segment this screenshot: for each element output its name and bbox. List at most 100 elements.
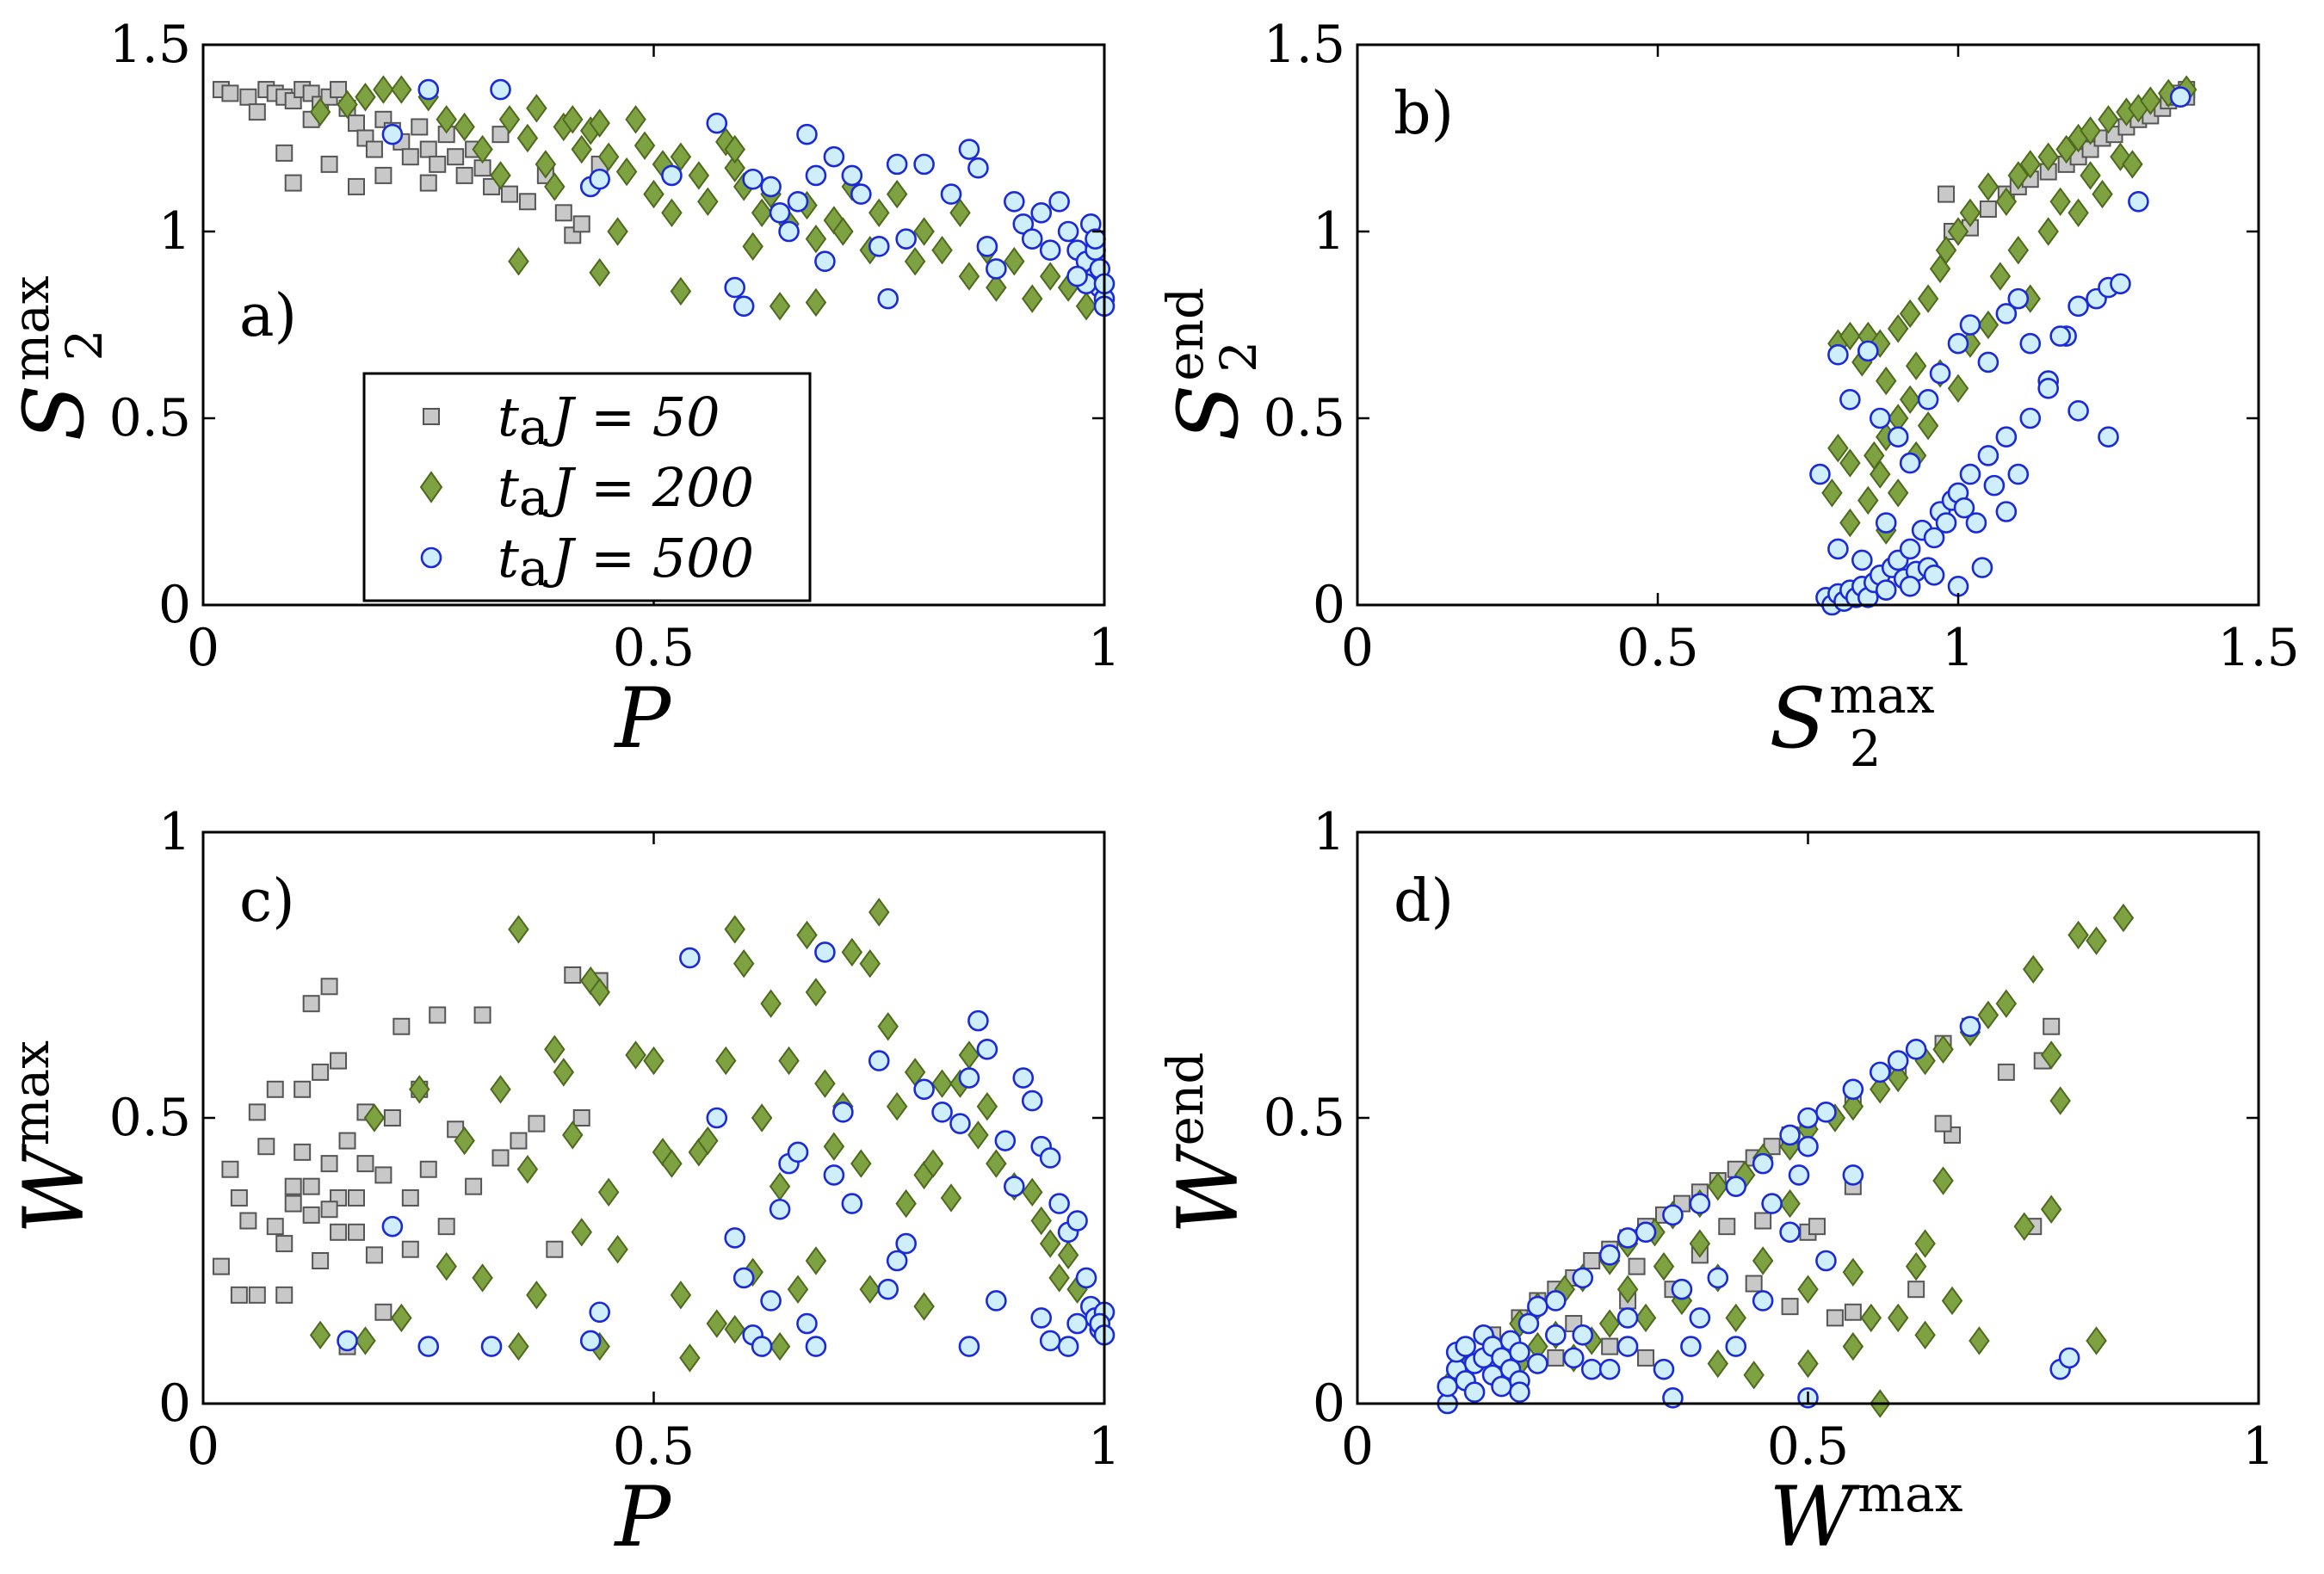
data-point-circle [787, 190, 809, 213]
data-point-circle [958, 1067, 980, 1089]
data-point-circle [1899, 538, 1921, 560]
data-point-square [465, 1177, 483, 1195]
data-point-diamond [2080, 161, 2101, 190]
data-point-diamond [391, 75, 412, 104]
legend-entry-50: taJ = 50 [423, 386, 720, 456]
x-axis-label-sub: 2 [1850, 719, 1882, 778]
data-point-circle [967, 1009, 989, 1032]
data-point-diamond [1779, 1188, 1801, 1219]
data-point-circle [1959, 314, 1981, 336]
data-point-circle [1887, 1050, 1909, 1071]
data-point-circle [1517, 1312, 1540, 1335]
data-point-diamond [1977, 172, 2000, 201]
data-point-diamond [986, 273, 1007, 302]
data-point-circle [958, 1336, 980, 1357]
panel-label: a) [239, 282, 297, 350]
data-point-circle [1815, 1250, 1837, 1272]
data-point-square [554, 204, 572, 222]
data-point-diamond [535, 150, 557, 179]
data-point-square [1637, 1349, 1655, 1367]
data-point-square [338, 1132, 356, 1150]
data-point-diamond [1875, 366, 1897, 396]
data-point-circle [1635, 1221, 1657, 1244]
data-point-diamond [823, 1132, 845, 1161]
data-point-circle [1827, 343, 1849, 366]
data-point-circle [1929, 362, 1951, 385]
data-point-circle [679, 947, 701, 969]
data-point-diamond [868, 898, 890, 927]
data-point-diamond [643, 179, 664, 209]
data-point-square [275, 1235, 294, 1253]
x-tick-label: 0 [1341, 1417, 1374, 1477]
data-point-diamond [615, 157, 638, 187]
data-point-diamond [1857, 485, 1879, 515]
data-point-square [302, 1177, 320, 1195]
data-point-square [320, 155, 338, 173]
data-point-diamond [688, 161, 710, 190]
data-point-square [1601, 1337, 1619, 1355]
data-point-circle [1857, 340, 1879, 362]
data-point-diamond [895, 1188, 917, 1219]
data-point-diamond [634, 131, 656, 160]
data-point-circle [1788, 1164, 1810, 1186]
data-point-circle [1057, 220, 1079, 243]
data-point-circle [1983, 474, 2006, 497]
data-point-circle [1923, 527, 1945, 549]
data-point-circle [1899, 575, 1921, 597]
panel-b-frame [1356, 43, 2260, 607]
data-point-diamond [597, 142, 620, 171]
data-point-square [473, 1006, 491, 1024]
legend-label-50: taJ = 50 [498, 386, 720, 456]
data-point-diamond [1039, 262, 1061, 291]
data-point-diamond [931, 236, 953, 265]
data-point-circle [1707, 1267, 1729, 1289]
data-point-diamond [490, 161, 511, 190]
x-tick-label: 0.5 [1767, 1417, 1849, 1477]
data-point-diamond [670, 1281, 692, 1310]
data-point-diamond [922, 1149, 944, 1178]
data-point-diamond [498, 105, 521, 134]
legend: taJ = 50 taJ = 200 taJ = 500 [362, 372, 812, 602]
data-point-circle [949, 1113, 971, 1134]
data-point-circle [1039, 1330, 1061, 1352]
legend-circle-marker [420, 546, 442, 569]
data-point-circle [1851, 549, 1873, 571]
data-point-square [302, 995, 320, 1013]
data-point-circle [1935, 512, 1957, 534]
data-point-diamond [1842, 1092, 1864, 1121]
data-point-diamond [724, 1314, 745, 1344]
data-point-circle [1869, 407, 1891, 429]
x-tick-label: 1 [2242, 1417, 2275, 1477]
legend-entry-500: taJ = 500 [420, 527, 754, 597]
data-point-circle [868, 1050, 890, 1071]
data-point-diamond [1839, 448, 1861, 478]
y-tick-label: 1.5 [1264, 15, 1345, 75]
data-point-circle [1680, 1336, 1702, 1357]
data-point-circle [1839, 388, 1861, 410]
x-tick-label: 1.5 [2217, 618, 2299, 678]
data-point-square [347, 1223, 365, 1241]
data-point-diamond [1030, 1206, 1052, 1236]
data-point-diamond [877, 1012, 899, 1041]
data-point-circle [724, 1227, 746, 1249]
data-point-diamond [1839, 508, 1861, 538]
data-point-square [230, 1188, 248, 1207]
data-point-square [1583, 1252, 1601, 1269]
data-point-circle [706, 112, 728, 134]
data-point-circle [1662, 1204, 1684, 1226]
data-point-diamond [544, 1034, 566, 1065]
data-point-circle [913, 153, 935, 176]
data-point-diamond [1860, 1303, 1882, 1333]
data-point-diamond [436, 105, 457, 134]
data-point-square [2043, 1017, 2061, 1035]
data-point-circle [1959, 463, 1981, 485]
data-point-circle [1463, 1381, 1486, 1404]
data-point-diamond [1827, 434, 1849, 463]
data-point-diamond [796, 920, 818, 950]
y-tick-label: 0.5 [1264, 1088, 1345, 1148]
data-point-circle [841, 1193, 863, 1214]
data-point-diamond [1725, 1303, 1746, 1333]
data-point-circle [1048, 1193, 1070, 1214]
data-point-diamond [976, 1092, 998, 1121]
data-point-diamond [409, 1075, 430, 1104]
